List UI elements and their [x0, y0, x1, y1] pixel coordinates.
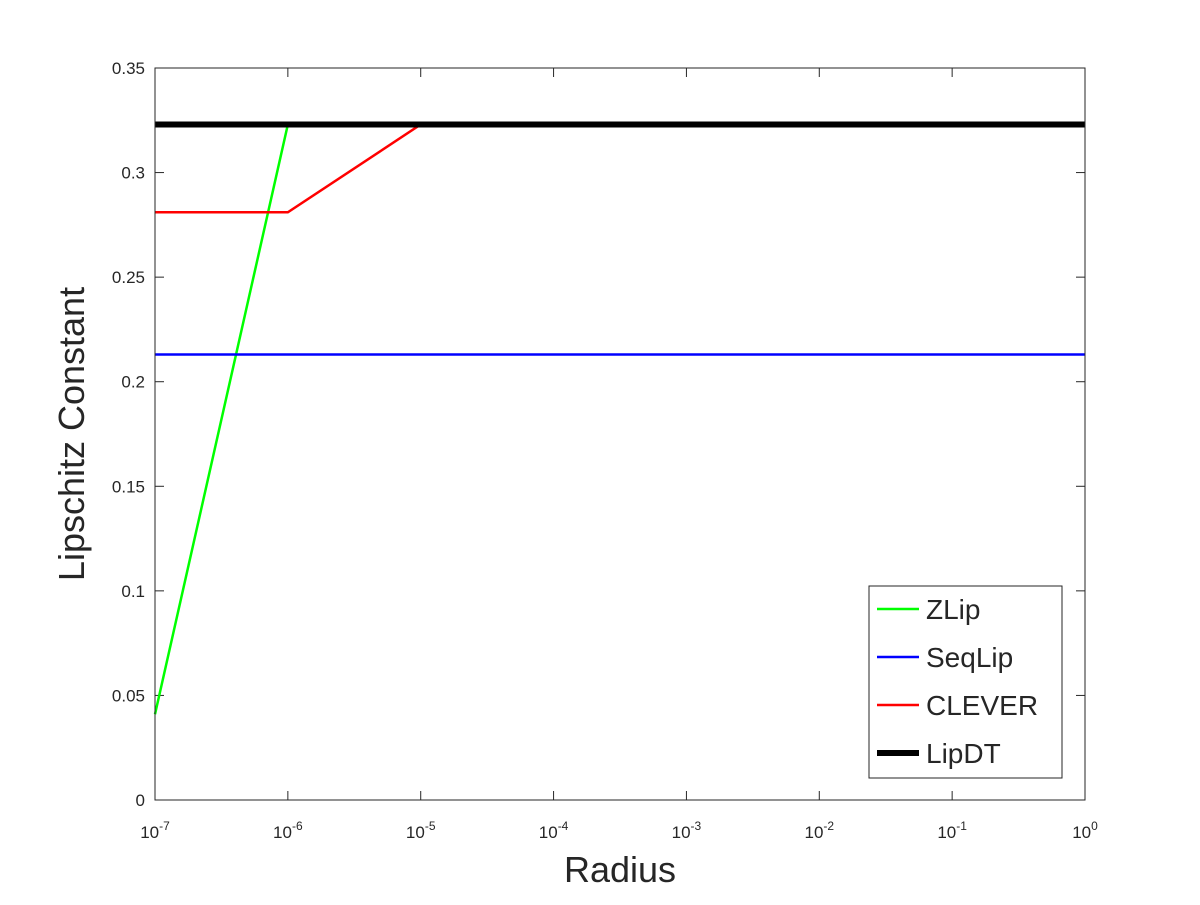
- x-axis-label: Radius: [564, 849, 676, 890]
- y-tick-label: 0.1: [121, 582, 145, 601]
- x-tick-label: 10-2: [804, 819, 834, 842]
- legend-label: CLEVER: [926, 690, 1038, 721]
- x-tick-exponent: 0: [1091, 819, 1098, 833]
- y-tick-label: 0.25: [112, 268, 145, 287]
- x-tick-base: 10: [672, 823, 691, 842]
- y-tick-label: 0: [136, 791, 145, 810]
- x-tick-label: 10-7: [140, 819, 170, 842]
- x-tick-base: 10: [273, 823, 292, 842]
- x-tick-base: 10: [804, 823, 823, 842]
- x-tick-label: 10-4: [539, 819, 569, 842]
- y-tick-label: 0.2: [121, 373, 145, 392]
- legend-box: [868, 585, 1063, 779]
- x-tick-base: 10: [1072, 823, 1091, 842]
- x-tick-label: 10-1: [937, 819, 967, 842]
- legend-label: SeqLip: [926, 642, 1013, 673]
- x-tick-base: 10: [406, 823, 425, 842]
- x-tick-exponent: -3: [691, 819, 702, 833]
- x-tick-label: 100: [1072, 819, 1098, 842]
- x-tick-base: 10: [539, 823, 558, 842]
- x-tick-base: 10: [140, 823, 159, 842]
- x-tick-exponent: -7: [159, 819, 170, 833]
- y-tick-label: 0.05: [112, 686, 145, 705]
- y-tick-label: 0.3: [121, 164, 145, 183]
- plot-frame: [154, 67, 1086, 801]
- x-tick-label: 10-5: [406, 819, 436, 842]
- y-tick-label: 0.15: [112, 477, 145, 496]
- y-tick-label: 0.35: [112, 59, 145, 78]
- x-tick-exponent: -1: [956, 819, 967, 833]
- x-tick-label: 10-3: [672, 819, 702, 842]
- legend-label: LipDT: [926, 738, 1001, 769]
- x-tick-exponent: -6: [292, 819, 303, 833]
- x-tick-exponent: -2: [823, 819, 834, 833]
- x-tick-exponent: -4: [558, 819, 569, 833]
- x-tick-exponent: -5: [425, 819, 436, 833]
- x-tick-base: 10: [937, 823, 956, 842]
- x-tick-label: 10-6: [273, 819, 303, 842]
- y-axis-label: Lipschitz Constant: [51, 287, 92, 581]
- legend-label: ZLip: [926, 594, 980, 625]
